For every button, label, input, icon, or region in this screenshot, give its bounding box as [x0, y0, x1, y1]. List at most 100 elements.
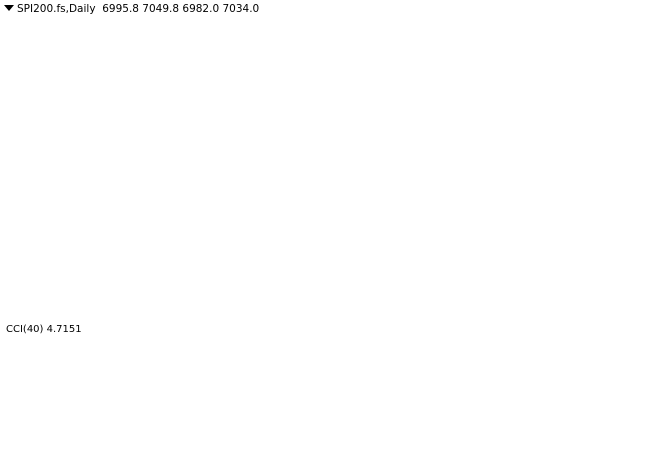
cci-title: CCI(40) 4.7151: [6, 324, 82, 335]
candle-body: [377, 166, 383, 206]
candle-body: [401, 123, 407, 132]
date-tick-label: 25 Aug 2023: [131, 439, 195, 450]
date-tick-label: 19 Oct 2023: [451, 439, 513, 450]
candle-body: [297, 143, 303, 180]
candle-body: [305, 131, 311, 141]
candle-body: [561, 167, 567, 187]
price-tick-label: 6800.5: [619, 280, 654, 291]
candle-body: [1, 62, 7, 67]
candle-body: [161, 56, 167, 68]
candle-body: [441, 137, 447, 176]
current-price-box: [613, 161, 659, 174]
candle-body: [521, 238, 527, 284]
candle-body: [153, 54, 159, 82]
candle-body: [473, 240, 479, 259]
dropdown-triangle-icon[interactable]: [4, 5, 14, 11]
moving-average-slow: [3, 51, 565, 285]
candle-body: [281, 71, 287, 88]
candle-body: [25, 46, 31, 63]
price-tick-label: 7196.5: [619, 82, 654, 93]
candle-body: [537, 166, 543, 173]
envelope-upper-line: [288, 41, 564, 168]
candle-body: [97, 144, 103, 147]
date-tick-label: 27 Sep 2023: [323, 439, 386, 450]
candle-body: [265, 36, 271, 57]
candle-body: [33, 47, 39, 63]
candle-body: [177, 46, 183, 53]
candle-body: [17, 47, 23, 53]
candle-body: [385, 170, 391, 192]
candle-body: [185, 47, 191, 53]
chart-header: SPI200.fs,Daily 6995.8 7049.8 6982.0 703…: [4, 3, 259, 15]
date-tick-label: 31 Oct 2023: [515, 439, 577, 450]
candle-body: [457, 213, 463, 263]
candle-body: [137, 116, 143, 143]
cci-tick-label: -100: [616, 388, 639, 399]
candle-body: [49, 42, 55, 58]
candle-body: [57, 56, 63, 76]
date-tick-label: 16 Sep 2023: [259, 439, 322, 450]
price-tick-label: 7328.5: [619, 16, 654, 27]
envelope-upper-line: [78, 16, 252, 44]
price-tick-label: 7262.5: [619, 49, 654, 60]
price-tick-label: 6734.5: [619, 313, 654, 324]
candle-body: [409, 123, 415, 152]
candle-body: [249, 46, 255, 59]
candle-body: [81, 128, 87, 152]
cci-tick-label: 78.5716: [619, 324, 660, 335]
candle-body: [465, 256, 471, 266]
candle-body: [529, 170, 535, 237]
date-tick-label: 15 Aug 2023: [67, 439, 131, 450]
cci-pane-frame: [0, 321, 612, 434]
candle-body: [9, 59, 15, 63]
cci-tick-label: -191.4274: [616, 421, 660, 432]
candle-body: [217, 86, 223, 107]
moving-average-fast: [3, 9, 565, 249]
candle-body: [345, 160, 351, 203]
candle-body: [497, 274, 503, 299]
cci-bottom-box: [613, 431, 639, 436]
price-tick-label: 6998.5: [619, 181, 654, 192]
price-pane-frame: [0, 0, 612, 319]
candle-body: [273, 52, 279, 71]
candle-body: [337, 137, 343, 162]
candle-body: [113, 121, 119, 156]
candle-body: [65, 72, 71, 102]
candle-body: [257, 37, 263, 39]
candle-body: [361, 213, 367, 223]
candle-body: [313, 130, 319, 155]
candle-body: [433, 135, 439, 138]
candle-body: [121, 127, 127, 166]
candle-body: [481, 243, 487, 265]
candle-body: [545, 166, 551, 168]
candle-body: [105, 153, 111, 157]
price-tick-label: 6932.5: [619, 214, 654, 225]
candle-body: [329, 137, 335, 159]
candle-body: [41, 43, 47, 45]
candle-body: [489, 275, 495, 277]
candle-body: [145, 81, 151, 119]
candle-body: [201, 87, 207, 101]
candle-body: [129, 142, 135, 162]
candle-body: [73, 100, 79, 127]
candle-body: [209, 103, 215, 110]
candle-body: [513, 276, 519, 284]
cci-line: [0, 326, 568, 426]
symbol-label: SPI200.fs,Daily: [17, 3, 96, 15]
candle-body: [553, 170, 559, 173]
cci-tick-label: 0.00: [619, 350, 641, 361]
date-tick-label: 9 Oct 2023: [387, 439, 442, 450]
candle-body: [393, 134, 399, 171]
date-tick-label: 6 Sep 2023: [195, 439, 252, 450]
candle-body: [225, 85, 231, 92]
cci-level-box: [613, 386, 639, 399]
price-tick-label: 6866.5: [619, 247, 654, 258]
candle-body: [321, 158, 327, 165]
candle-body: [193, 51, 199, 88]
price-tick-label: 7130.5: [619, 115, 654, 126]
current-price-label: 7034.0: [617, 163, 652, 174]
candle-body: [417, 150, 423, 164]
candle-body: [369, 203, 375, 222]
candle-body: [425, 135, 431, 159]
